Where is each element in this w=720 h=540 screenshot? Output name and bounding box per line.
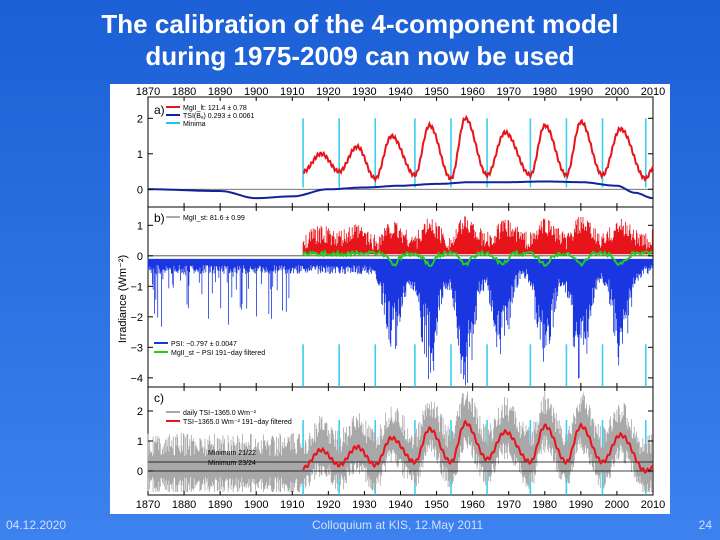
slide-title: The calibration of the 4-component model… — [0, 8, 720, 72]
x-tick-label-bottom: 1980 — [533, 499, 557, 511]
series-daily-tsi — [147, 391, 653, 492]
x-tick-label-bottom: 1910 — [280, 499, 304, 511]
x-tick-label-top: 1940 — [388, 86, 412, 98]
x-tick-label-top: 1870 — [136, 86, 160, 98]
x-tick-label-top: 1930 — [352, 86, 376, 98]
y-tick-label: 0 — [137, 251, 143, 263]
title-line-1: The calibration of the 4-component model — [101, 9, 619, 39]
series-psi — [147, 258, 653, 386]
legend-c-filtered: TSI−1365.0 Wm⁻² 191−day filtered — [183, 419, 292, 426]
footer-date: 04.12.2020 — [6, 518, 67, 532]
y-tick-label: −2 — [130, 312, 143, 324]
x-tick-label-bottom: 1950 — [424, 499, 448, 511]
x-tick-label-top: 1910 — [280, 86, 304, 98]
hline-label-23-24: Minimum 23/24 — [208, 460, 256, 467]
legend-c-daily: daily TSI−1365.0 Wm⁻² — [183, 410, 257, 417]
y-tick-label: 1 — [137, 149, 143, 161]
x-tick-label-top: 1890 — [208, 86, 232, 98]
x-tick-label-bottom: 2000 — [605, 499, 629, 511]
panel-b-label: b) — [154, 211, 165, 225]
x-tick-label-top: 1960 — [460, 86, 484, 98]
title-line-2: during 1975-2009 can now be used — [145, 41, 575, 71]
x-tick-label-top: 2010 — [641, 86, 665, 98]
x-tick-label-top: 1980 — [533, 86, 557, 98]
x-tick-label-top: 1970 — [496, 86, 520, 98]
series-tsi-line — [148, 180, 654, 200]
x-tick-label-top: 1950 — [424, 86, 448, 98]
x-tick-label-top: 1880 — [172, 86, 196, 98]
x-tick-label-top: 1920 — [316, 86, 340, 98]
x-tick-label-bottom: 2010 — [641, 499, 665, 511]
y-tick-label: 2 — [137, 113, 143, 125]
series-green-filtered — [302, 249, 653, 268]
series-mgii-lt-line — [302, 114, 654, 183]
y-tick-label: 0 — [137, 184, 143, 196]
legend-a-minima: Minima — [183, 121, 206, 128]
y-axis-label: Irradiance (Wm⁻²) — [117, 255, 129, 343]
y-tick-label: −1 — [130, 281, 143, 293]
x-tick-label-bottom: 1960 — [460, 499, 484, 511]
legend-b-green: MgII_st − PSI 191−day filtered — [171, 350, 265, 357]
legend-a-tsi: TSI(Bₐ) 0.293 ± 0.0061 — [183, 113, 255, 120]
x-tick-label-bottom: 1970 — [496, 499, 520, 511]
x-tick-label-bottom: 1890 — [208, 499, 232, 511]
legend-b-mgii: MgII_st: 81.6 ± 0.99 — [183, 215, 245, 222]
x-tick-label-bottom: 1880 — [172, 499, 196, 511]
y-tick-label: 0 — [137, 466, 143, 478]
x-tick-label-bottom: 1990 — [569, 499, 593, 511]
x-tick-label-top: 2000 — [605, 86, 629, 98]
y-tick-label: 1 — [137, 436, 143, 448]
legend-c: daily TSI−1365.0 Wm⁻² TSI−1365.0 Wm⁻² 19… — [166, 410, 292, 467]
series-tsi-filtered — [302, 419, 654, 474]
legend-a: MgII_lt: 121.4 ± 0.78 TSI(Bₐ) 0.293 ± 0.… — [166, 105, 255, 128]
x-tick-label-bottom: 1930 — [352, 499, 376, 511]
x-tick-label-bottom: 1920 — [316, 499, 340, 511]
chart-svg: 1870 1870 1880 1880 1890 1890 1900 1900 1910 1910… — [117, 86, 665, 511]
figure: 1870 1870 1880 1880 1890 1890 1900 1900 1910 1910… — [110, 84, 670, 514]
hline-label-21-22: Minimum 21/22 — [208, 450, 256, 457]
y-tick-label: 2 — [137, 406, 143, 418]
legend-a-mgii: MgII_lt: 121.4 ± 0.78 — [183, 105, 247, 112]
y-tick-label: 1 — [137, 220, 143, 232]
x-tick-label-bottom: 1870 — [136, 499, 160, 511]
page-number: 24 — [698, 518, 712, 532]
x-tick-label-bottom: 1900 — [244, 499, 268, 511]
legend-b-psi: PSI: −0.797 ± 0.0047 — [171, 341, 237, 348]
series-mgii-st — [302, 216, 653, 255]
y-tick-label: −3 — [130, 342, 143, 354]
panel-a-label: a) — [154, 103, 165, 117]
y-tick-label: −4 — [130, 373, 143, 385]
x-tick-label-top: 1900 — [244, 86, 268, 98]
footer-center: Colloquium at KIS, 12.May 2011 — [312, 518, 484, 532]
x-tick-label-top: 1990 — [569, 86, 593, 98]
legend-b: MgII_st: 81.6 ± 0.99 PSI: −0.797 ± 0.004… — [154, 215, 265, 357]
x-tick-label-bottom: 1940 — [388, 499, 412, 511]
panel-c-label: c) — [154, 391, 164, 405]
